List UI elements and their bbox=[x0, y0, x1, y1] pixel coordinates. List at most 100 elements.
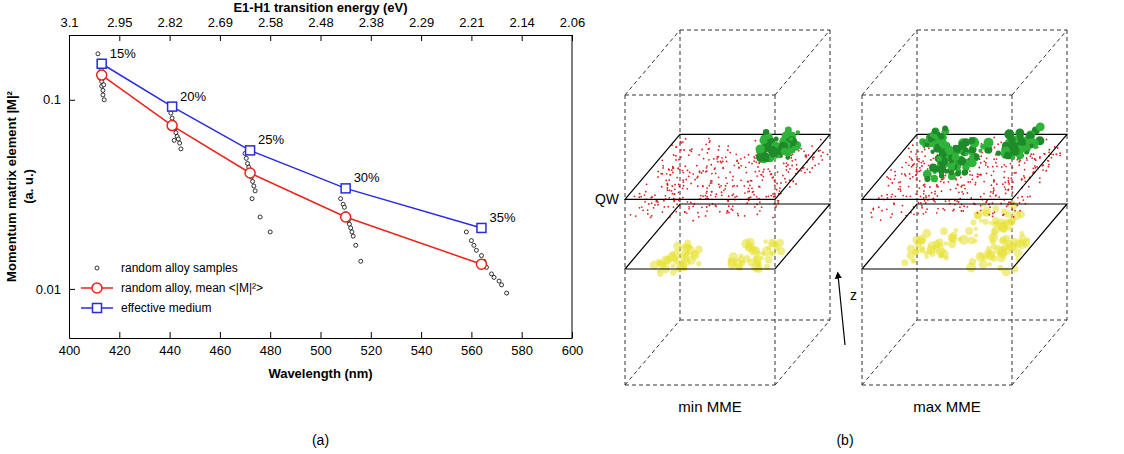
atom bbox=[686, 212, 688, 214]
atom bbox=[740, 158, 742, 160]
atom bbox=[763, 169, 765, 171]
atom bbox=[908, 164, 910, 166]
atom bbox=[1014, 172, 1016, 174]
point bbox=[341, 184, 350, 193]
atom bbox=[916, 169, 918, 171]
atom bbox=[985, 162, 987, 164]
atom bbox=[931, 192, 933, 194]
atom bbox=[726, 212, 728, 214]
atom bbox=[911, 166, 913, 168]
atom bbox=[725, 185, 727, 187]
x2-axis-tick: 2.58 bbox=[258, 15, 283, 41]
qw-plane bbox=[625, 204, 830, 269]
isosurface-green bbox=[938, 133, 945, 140]
x2-axis-tick: 2.06 bbox=[560, 15, 585, 41]
atom bbox=[651, 215, 653, 217]
atom bbox=[915, 174, 917, 176]
isosurface-green bbox=[936, 146, 941, 151]
atom bbox=[969, 181, 971, 183]
atom bbox=[1057, 147, 1059, 149]
atom bbox=[1043, 153, 1045, 155]
atom bbox=[698, 154, 700, 156]
atom bbox=[936, 185, 938, 187]
atom bbox=[926, 208, 928, 210]
atom bbox=[763, 176, 765, 178]
x-axis: 400420440460480500520540560580600 bbox=[59, 332, 584, 358]
qw-box bbox=[625, 30, 830, 385]
legend-label: random alloy, mean <|M|²> bbox=[121, 281, 263, 295]
isosurface-yellow bbox=[912, 249, 918, 255]
point bbox=[168, 102, 177, 111]
atom bbox=[1032, 167, 1034, 169]
atom bbox=[683, 185, 685, 187]
atom bbox=[685, 138, 687, 140]
atom bbox=[682, 197, 684, 199]
atom bbox=[921, 151, 923, 153]
atom bbox=[948, 200, 950, 202]
atom bbox=[705, 144, 707, 146]
isosurface-yellow bbox=[941, 252, 945, 256]
atom bbox=[804, 155, 806, 157]
atom bbox=[711, 191, 713, 193]
atom bbox=[959, 206, 961, 208]
isosurface-green bbox=[928, 137, 933, 142]
atom bbox=[1011, 208, 1013, 210]
atom bbox=[743, 185, 745, 187]
atom bbox=[635, 215, 637, 217]
atom bbox=[706, 167, 708, 169]
atom bbox=[782, 175, 784, 177]
atom bbox=[745, 166, 747, 168]
atom bbox=[705, 215, 707, 217]
point bbox=[178, 141, 182, 145]
point bbox=[253, 189, 257, 193]
isosurface-yellow bbox=[943, 241, 948, 246]
isosurface-yellow bbox=[997, 265, 1003, 271]
atom bbox=[995, 195, 997, 197]
isosurface-green bbox=[1004, 129, 1014, 139]
atom bbox=[647, 213, 649, 215]
isosurface-green bbox=[1026, 139, 1030, 143]
atom bbox=[924, 200, 926, 202]
atom bbox=[985, 201, 987, 203]
atom bbox=[983, 181, 985, 183]
atom bbox=[732, 205, 734, 207]
atom bbox=[936, 195, 938, 197]
isosurface-yellow bbox=[988, 233, 998, 243]
atom bbox=[806, 168, 808, 170]
isosurface-yellow bbox=[997, 247, 1006, 256]
x-axis-tick-label: 540 bbox=[411, 343, 433, 358]
isosurface-yellow bbox=[912, 259, 917, 264]
atom bbox=[1011, 167, 1013, 169]
isosurface-yellow bbox=[1003, 235, 1010, 242]
x-axis-line bbox=[70, 338, 573, 339]
caption: min MME bbox=[678, 398, 741, 415]
isosurface-green bbox=[1004, 152, 1012, 160]
atom bbox=[753, 156, 755, 158]
point-label: 20% bbox=[180, 89, 206, 104]
atom bbox=[700, 195, 702, 197]
isosurface-yellow bbox=[950, 232, 957, 239]
isosurface-green bbox=[931, 175, 938, 182]
atom bbox=[809, 171, 811, 173]
box-edge bbox=[625, 95, 626, 385]
x2-axis-tick-label: 2.69 bbox=[208, 15, 233, 30]
atom bbox=[689, 149, 691, 151]
atom bbox=[923, 184, 925, 186]
atom bbox=[992, 215, 994, 217]
legend-symbol bbox=[95, 266, 99, 270]
atom bbox=[641, 206, 643, 208]
atom bbox=[771, 173, 773, 175]
isosurface-yellow bbox=[965, 227, 973, 235]
atom bbox=[706, 191, 708, 193]
atom bbox=[1017, 197, 1019, 199]
point bbox=[464, 230, 468, 234]
atom bbox=[775, 205, 777, 207]
atom bbox=[1048, 151, 1050, 153]
atom bbox=[777, 171, 779, 173]
atom bbox=[936, 212, 938, 214]
atom bbox=[729, 171, 731, 173]
atom bbox=[930, 159, 932, 161]
atom bbox=[696, 177, 698, 179]
atom bbox=[983, 160, 985, 162]
atom bbox=[1027, 196, 1029, 198]
